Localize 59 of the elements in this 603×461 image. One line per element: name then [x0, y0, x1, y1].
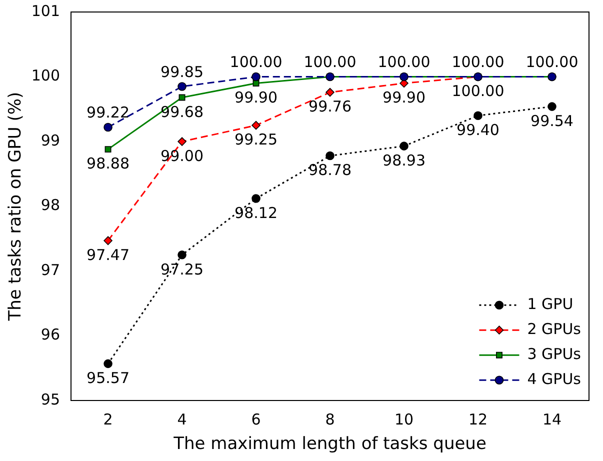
point [474, 111, 482, 120]
data-label: 100.00 [304, 53, 356, 72]
point [326, 88, 334, 97]
y-tick-label: 95 [40, 390, 60, 408]
point [326, 151, 334, 160]
data-label: 98.12 [234, 204, 278, 222]
point [104, 236, 112, 246]
point [252, 194, 260, 203]
y-tick-label: 99 [40, 131, 60, 150]
x-tick-label: 12 [468, 410, 488, 428]
legend-label: 2 GPUs [527, 320, 582, 338]
data-label: 100.00 [526, 53, 578, 72]
legend-label: 1 GPU [527, 294, 574, 313]
data-label: 99.40 [456, 121, 500, 140]
data-label: 99.85 [160, 62, 204, 81]
data-label: 97.25 [160, 260, 204, 278]
point [104, 122, 112, 132]
y-tick-label: 96 [40, 326, 60, 344]
point [178, 94, 186, 101]
data-label: 99.76 [308, 98, 352, 116]
point [178, 137, 186, 146]
data-label: 99.68 [160, 102, 204, 121]
x-tick-label: 14 [542, 410, 562, 428]
x-tick-label: 8 [325, 410, 335, 428]
data-label: 99.25 [234, 130, 278, 149]
point [178, 250, 186, 260]
y-tick-label: 97 [40, 260, 60, 279]
legend-label: 3 GPUs [527, 344, 582, 363]
data-label: 95.57 [86, 369, 130, 388]
point [252, 120, 260, 130]
legend-label: 4 GPUs [527, 370, 582, 388]
data-label: 98.78 [308, 161, 352, 180]
point [104, 146, 112, 153]
point [104, 359, 112, 368]
data-label: 99.22 [86, 104, 130, 122]
point [178, 82, 186, 91]
data-label: 99.54 [530, 112, 574, 130]
data-label: 99.90 [234, 88, 278, 107]
data-label: 100.00 [230, 53, 282, 72]
y-tick-label: 98 [40, 196, 60, 214]
data-label: 99.90 [382, 88, 426, 107]
data-label: 100.00 [452, 82, 504, 100]
point [252, 72, 260, 82]
data-label: 100.00 [378, 53, 430, 72]
x-tick-label: 4 [177, 410, 187, 428]
x-axis-title: The maximum length of tasks queue [172, 434, 486, 454]
y-axis-title: The tasks ratio on GPU (%) [6, 92, 26, 322]
data-label: 99.00 [160, 146, 204, 165]
y-tick-label: 100 [31, 66, 60, 85]
x-tick-label: 10 [394, 410, 414, 428]
data-label: 97.47 [86, 246, 130, 264]
data-label: 98.88 [86, 154, 130, 173]
point [548, 102, 556, 111]
x-tick-label: 2 [103, 410, 113, 428]
point [400, 142, 408, 150]
data-label: 98.93 [382, 151, 426, 170]
y-tick-label: 101 [31, 2, 60, 20]
x-tick-label: 6 [251, 410, 261, 428]
data-label: 100.00 [452, 53, 504, 72]
